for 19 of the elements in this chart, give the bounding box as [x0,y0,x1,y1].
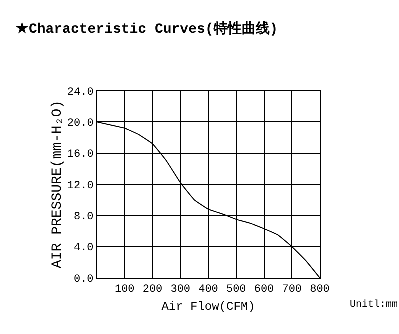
x-tick-label: 800 [310,284,330,296]
x-tick-label: 100 [114,284,135,296]
x-tick-label: 200 [142,284,163,296]
chart-title: ★Characteristic Curves(特性曲线) [16,21,278,38]
y-axis-title: AIR PRESSURE(mm-H₂O) [50,100,66,269]
y-tick-label: 4.0 [74,242,94,255]
y-tick-label: 16.0 [67,149,94,162]
x-tick-label: 300 [170,284,191,296]
x-tick-label: 700 [282,284,302,296]
y-tick-label: 12.0 [67,180,94,192]
y-tick-label: 20.0 [67,118,94,130]
x-tick-label: 400 [198,284,218,296]
x-tick-label: 500 [226,284,246,296]
text: Unitl:mm [350,299,398,311]
x-tick-label: 600 [254,284,274,296]
y-tick-label: 8.0 [74,212,94,224]
y-tick-label: 0.0 [74,274,94,286]
y-tick-label: 24.0 [67,86,94,99]
x-axis-title: Air Flow(CFM) [162,300,256,314]
